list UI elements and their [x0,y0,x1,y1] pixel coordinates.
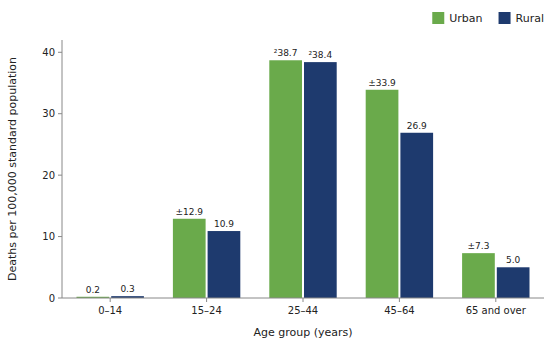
legend-label: Rural [516,12,544,25]
legend-item: Urban [432,12,482,25]
data-label: ±12.9 [175,207,203,217]
x-axis-label: Age group (years) [253,326,352,339]
x-tick [399,298,400,302]
x-tick [303,298,304,302]
data-label: ²38.7 [274,48,298,58]
y-tick [58,175,62,176]
x-tick [495,298,496,302]
y-tick-label: 20 [42,170,55,181]
bar [400,133,433,298]
bar [366,90,399,298]
data-label: ²38.4 [309,50,333,60]
legend-swatch [499,12,511,24]
bar [497,267,530,298]
bars [76,60,529,298]
chart-container: 0.2 ±12.9 ²38.7 ±33.9 ±7.3 0.3 10.9 ²38.4 26.9 5.… [0,0,560,344]
x-tick-label: 45–64 [384,305,414,316]
page: {"chart_data": {"type": "bar", "categori… [0,0,560,344]
y-axis-line [62,40,63,298]
data-label: 26.9 [407,121,427,131]
y-tick [58,298,62,299]
bar [208,231,241,298]
data-label: 0.2 [86,285,100,295]
chart-svg: 0.2 ±12.9 ²38.7 ±33.9 ±7.3 0.3 10.9 ²38.4 26.9 5.… [0,0,560,344]
y-tick-label: 10 [42,231,55,242]
x-tick-label: 15–24 [191,305,221,316]
axes: 0 10 20 30 40 0–14 15–24 25–44 45–64 65 and over [42,40,544,316]
x-tick-label: 65 and over [466,305,527,316]
data-label: ±33.9 [368,78,396,88]
bar [173,219,206,298]
x-tick-label: 0–14 [98,305,122,316]
bar [304,62,337,298]
bar [269,60,302,298]
y-axis-label: Deaths per 100,000 standard population [6,57,19,281]
data-label: 5.0 [506,255,521,265]
legend-item: Rural [499,12,544,25]
y-tick [58,236,62,237]
x-tick [206,298,207,302]
x-tick-label: 25–44 [288,305,318,316]
data-label: 0.3 [120,284,134,294]
legend-swatch [432,12,444,24]
data-labels: 0.2 ±12.9 ²38.7 ±33.9 ±7.3 0.3 10.9 ²38.4 26.9 5.… [86,48,521,295]
y-tick-label: 0 [49,293,55,304]
y-tick [58,52,62,53]
y-tick-label: 40 [42,47,55,58]
bar [462,253,495,298]
y-tick-label: 30 [42,108,55,119]
y-tick [58,113,62,114]
data-label: 10.9 [214,219,234,229]
data-label: ±7.3 [468,241,490,251]
legend: Urban Rural [432,12,544,25]
legend-label: Urban [449,12,482,25]
x-tick [110,298,111,302]
